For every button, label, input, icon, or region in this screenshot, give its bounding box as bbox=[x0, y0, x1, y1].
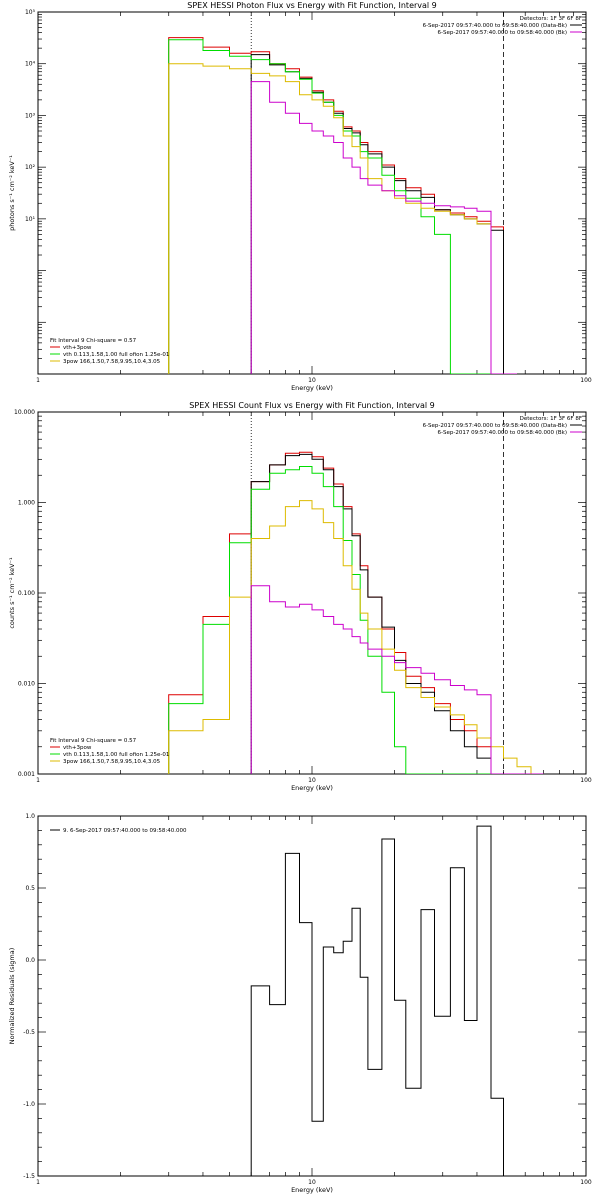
series-trace-0 bbox=[168, 451, 544, 774]
x-tick-label: 1 bbox=[36, 777, 40, 784]
x-tick-label: 10 bbox=[308, 377, 316, 384]
residuals-panel: 1 10 100 Energy (keV) 1.0 0.5 0.0 -0.5 -1.0 -1.5 N… bbox=[8, 813, 592, 1194]
y-tick-label: 10² bbox=[25, 164, 36, 171]
x-tick-label: 10 bbox=[308, 1179, 316, 1186]
y-tick-label: 10³ bbox=[25, 112, 36, 119]
legend-entry: 6-Sep-2017 09:57:40.000 to 09:58:40.000 … bbox=[423, 23, 567, 29]
y-axis-label: photons s⁻¹ cm⁻² keV⁻¹ bbox=[8, 155, 16, 231]
y-tick-label: -0.5 bbox=[23, 1029, 35, 1036]
traces-group bbox=[168, 37, 517, 374]
series-trace-3 bbox=[168, 500, 544, 774]
y-tick-label: 1.0 bbox=[25, 813, 35, 820]
series-trace-1 bbox=[250, 54, 517, 374]
legend-entry: 6-Sep-2017 09:57:40.000 to 09:58:40.000 … bbox=[438, 430, 568, 436]
legend-entry: vth+3pow bbox=[63, 745, 92, 751]
y-tick-label: 1.000 bbox=[18, 500, 35, 507]
x-tick-label: 100 bbox=[580, 377, 592, 384]
y-tick-label: 0.5 bbox=[25, 885, 35, 892]
y-tick-label: 0.001 bbox=[18, 771, 35, 778]
legend-entry: 6-Sep-2017 09:57:40.000 to 09:58:40.000 … bbox=[423, 423, 567, 429]
x-tick-label: 100 bbox=[580, 1179, 592, 1186]
legend-fit-interval: Fit Interval 9 Chi-square = 0.57 bbox=[50, 338, 137, 344]
series-trace-0 bbox=[250, 825, 504, 1176]
traces-group bbox=[168, 451, 544, 774]
photon-flux-panel: SPEX HESSI Photon Flux vs Energy with Fi… bbox=[8, 1, 592, 392]
x-tick-label: 100 bbox=[580, 777, 592, 784]
legend-entry: vth 0.113,1.58,1.00 full ofion 1.25e-01 bbox=[63, 352, 169, 358]
x-axis-label: Energy (keV) bbox=[291, 384, 333, 392]
legend-entry: 9. 6-Sep-2017 09:57:40.000 to 09:58:40.0… bbox=[63, 828, 187, 834]
series-trace-0 bbox=[168, 37, 517, 374]
x-tick-label: 1 bbox=[36, 377, 40, 384]
y-tick-label: 10¹ bbox=[25, 216, 36, 223]
x-tick-label: 10 bbox=[308, 777, 316, 784]
y-tick-label: -1.0 bbox=[23, 1101, 35, 1108]
count-flux-panel: SPEX HESSI Count Flux vs Energy with Fit… bbox=[8, 401, 592, 792]
x-axis-label: Energy (keV) bbox=[291, 784, 333, 792]
y-axis-label: counts s⁻¹ cm⁻² keV⁻¹ bbox=[8, 557, 16, 629]
legend-entry: vth+3pow bbox=[63, 345, 92, 351]
series-trace-2 bbox=[168, 466, 544, 774]
y-axis-label: Normalized Residuals (sigma) bbox=[8, 948, 16, 1045]
y-tick-label: 0.100 bbox=[18, 590, 35, 597]
x-tick-label: 1 bbox=[36, 1179, 40, 1186]
legend-entry: 6-Sep-2017 09:57:40.000 to 09:58:40.000 … bbox=[438, 30, 568, 36]
y-tick-label: -1.5 bbox=[23, 1173, 35, 1180]
y-tick-label: 10.000 bbox=[14, 409, 35, 416]
series-trace-1 bbox=[250, 453, 544, 774]
traces-group bbox=[250, 825, 504, 1176]
legend-fit-interval: Fit Interval 9 Chi-square = 0.57 bbox=[50, 738, 137, 744]
series-trace-4 bbox=[250, 585, 544, 774]
series-trace-3 bbox=[168, 63, 517, 374]
y-tick-label: 10⁴ bbox=[25, 61, 36, 68]
legend-entry: vth 0.113,1.58,1.00 full ofion 1.25e-01 bbox=[63, 752, 169, 758]
series-trace-4 bbox=[250, 81, 517, 374]
y-tick-label: 0.010 bbox=[18, 681, 35, 688]
legend-entry: 3pow 166,1.50,7.58,9.95,10.4,3.05 bbox=[63, 759, 161, 765]
x-axis-label: Energy (keV) bbox=[291, 1186, 333, 1194]
legend-detectors: Detectors: 1F 3F 6F 8F bbox=[520, 16, 582, 22]
chart-title: SPEX HESSI Count Flux vs Energy with Fit… bbox=[189, 401, 434, 410]
series-trace-2 bbox=[168, 39, 517, 374]
chart-title: SPEX HESSI Photon Flux vs Energy with Fi… bbox=[187, 1, 437, 10]
legend-detectors: Detectors: 1F 3F 6F 8F bbox=[520, 416, 582, 422]
y-tick-label: 10⁵ bbox=[25, 9, 36, 16]
y-tick-label: 0.0 bbox=[25, 957, 35, 964]
legend-entry: 3pow 166,1.50,7.58,9.95,10.4,3.05 bbox=[63, 359, 161, 365]
